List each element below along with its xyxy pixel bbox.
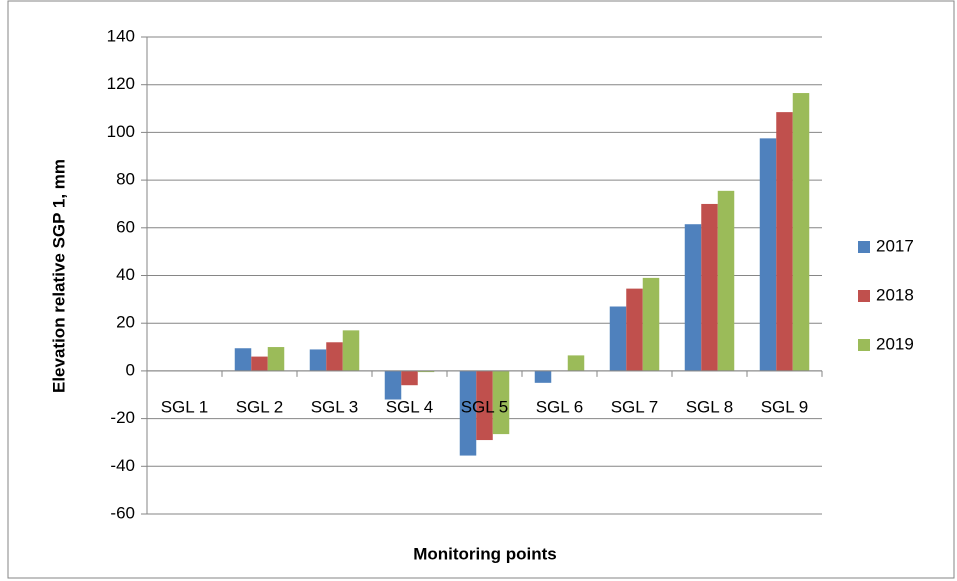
- bar: [251, 356, 268, 371]
- y-tick-label: 60: [116, 217, 135, 236]
- bar: [459, 370, 477, 456]
- bar: [717, 190, 735, 371]
- bar: [492, 370, 510, 435]
- x-tick-label: SGL 5: [461, 397, 509, 416]
- x-axis-label: Monitoring points: [413, 544, 557, 563]
- bar: [417, 370, 435, 373]
- bar: [626, 288, 643, 371]
- bar: [567, 355, 585, 371]
- y-tick-label: 140: [107, 26, 135, 45]
- bar: [267, 347, 285, 371]
- bar: [759, 138, 777, 371]
- bar: [684, 224, 702, 371]
- y-axis-label: Elevation relative SGP 1, mm: [49, 159, 68, 393]
- x-tick-label: SGL 7: [611, 397, 659, 416]
- legend-swatch: [858, 290, 870, 302]
- legend-label: 2019: [876, 334, 914, 353]
- bar: [476, 370, 493, 441]
- legend-label: 2017: [876, 236, 914, 255]
- bar: [384, 370, 402, 400]
- x-tick-label: SGL 4: [386, 397, 434, 416]
- y-tick-label: 20: [116, 313, 135, 332]
- y-tick-label: 100: [107, 122, 135, 141]
- y-tick-label: -60: [110, 503, 135, 522]
- x-tick-label: SGL 3: [311, 397, 359, 416]
- y-tick-label: 40: [116, 265, 135, 284]
- bar: [776, 112, 793, 371]
- legend-label: 2018: [876, 285, 914, 304]
- y-tick-label: 120: [107, 74, 135, 93]
- x-tick-label: SGL 6: [536, 397, 584, 416]
- bar: [326, 342, 343, 371]
- x-tick-label: SGL 1: [161, 397, 209, 416]
- bar: [609, 306, 627, 371]
- bar: [234, 348, 252, 371]
- y-tick-label: -20: [110, 408, 135, 427]
- legend-swatch: [858, 241, 870, 253]
- bar: [534, 370, 552, 383]
- legend-swatch: [858, 339, 870, 351]
- bar: [309, 349, 327, 371]
- bar: [792, 93, 810, 371]
- bar: [342, 330, 360, 371]
- chart-border: [7, 0, 955, 579]
- y-tick-label: 0: [126, 360, 135, 379]
- x-tick-label: SGL 2: [236, 397, 284, 416]
- y-tick-label: 80: [116, 170, 135, 189]
- y-tick-label: -40: [110, 456, 135, 475]
- x-tick-label: SGL 9: [761, 397, 809, 416]
- bar: [642, 277, 660, 371]
- bar: [701, 203, 718, 371]
- bar: [401, 370, 418, 386]
- x-tick-label: SGL 8: [686, 397, 734, 416]
